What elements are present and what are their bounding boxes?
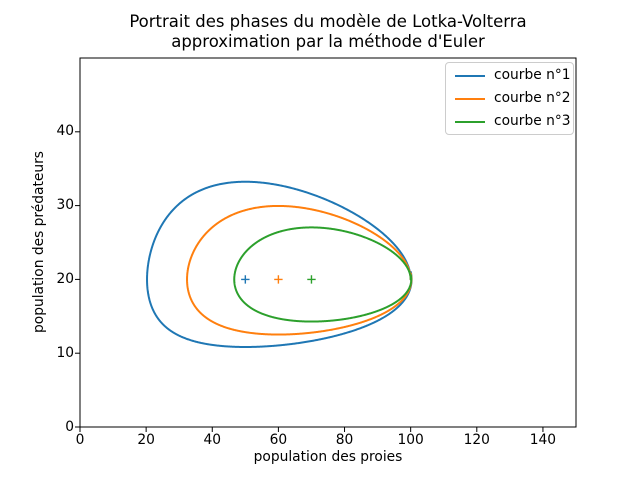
axes-spines: [79, 57, 577, 428]
y-tick-label-40: 40: [56, 123, 74, 140]
legend-line-sample-curve-1: [455, 74, 485, 77]
legend-entry-curve-2: courbe n°2: [446, 87, 573, 110]
legend-line-sample-curve-3: [455, 120, 485, 123]
x-tick-label-40: 40: [203, 432, 222, 448]
legend-line-sample-curve-2: [455, 97, 485, 100]
x-tick-label-120: 120: [463, 432, 490, 448]
curve-2: [186, 204, 413, 336]
x-tick-label-60: 60: [269, 432, 288, 448]
x-tick-label-80: 80: [335, 432, 354, 448]
y-tick-label-30: 30: [56, 197, 74, 214]
chart-title-line2: approximation par la méthode d'Euler: [171, 32, 485, 51]
x-tick-label-140: 140: [529, 432, 557, 448]
legend-entry-curve-3: courbe n°3: [446, 110, 573, 133]
legend-label-curve-1: courbe n°1: [494, 67, 571, 83]
legend-label-curve-2: courbe n°2: [494, 90, 571, 106]
curve-1: [146, 180, 413, 348]
legend: courbe n°1 courbe n°2 courbe n°3: [445, 62, 574, 135]
plus-marker-3: [307, 275, 316, 284]
y-tick-label-20: 20: [56, 270, 74, 287]
legend-label-curve-3: courbe n°3: [494, 113, 571, 129]
chart-title: Portrait des phases du modèle de Lotka-V…: [80, 12, 576, 52]
legend-entry-curve-1: courbe n°1: [446, 64, 573, 87]
x-tick-label-20: 20: [137, 432, 155, 448]
plus-marker-1: [241, 275, 250, 284]
x-tick-label-0: 0: [75, 432, 85, 448]
x-axis-label: population des proies: [253, 449, 403, 465]
y-tick-label-10: 10: [56, 344, 74, 361]
chart-title-line1: Portrait des phases du modèle de Lotka-V…: [129, 12, 527, 31]
curve-3: [233, 226, 413, 323]
plus-marker-2: [274, 275, 283, 284]
y-axis-label: population des prédateurs: [31, 151, 47, 333]
x-tick-label-100: 100: [397, 432, 424, 448]
y-tick-label-0: 0: [65, 418, 74, 435]
